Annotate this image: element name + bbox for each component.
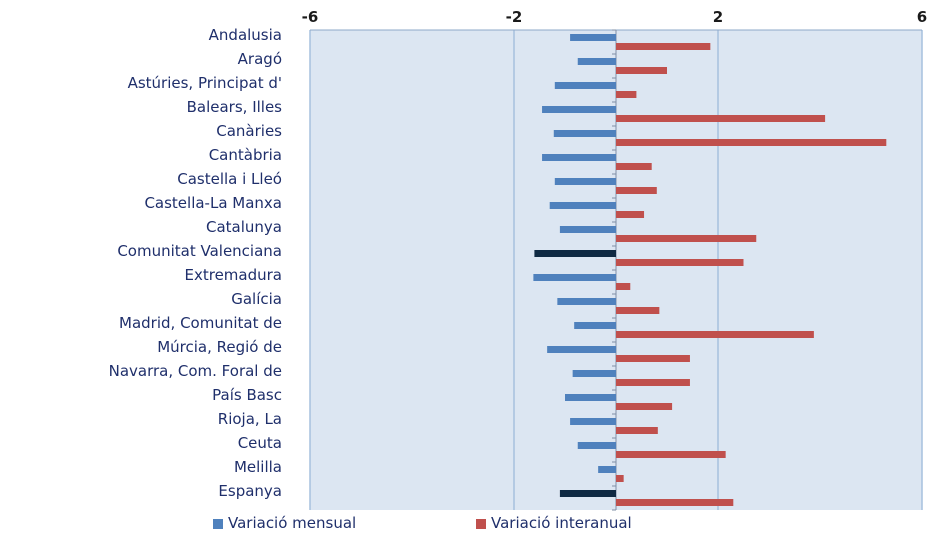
category-label: País Basc: [212, 386, 282, 404]
bar-variacio-interanual: [616, 403, 673, 410]
bar-variacio-mensual: [557, 298, 616, 305]
legend-label-interanual: Variació interanual: [491, 514, 632, 532]
category-label: Canàries: [216, 122, 282, 140]
bar-variacio-mensual: [577, 442, 616, 449]
legend: Variació mensual Variació interanual: [213, 514, 632, 532]
bar-variacio-mensual: [559, 226, 616, 233]
x-tick-label: 2: [713, 8, 723, 26]
bar-variacio-mensual: [542, 106, 616, 113]
bar-variacio-mensual: [534, 250, 616, 257]
bar-variacio-mensual: [547, 346, 616, 353]
bar-variacio-mensual: [570, 418, 616, 425]
bar-variacio-mensual: [554, 82, 616, 89]
category-label: Astúries, Principat d': [128, 74, 282, 92]
bar-variacio-mensual: [572, 370, 616, 377]
category-labels: Andalusia Aragó Astúries, Principat d' Bale…: [109, 26, 283, 500]
bar-variacio-mensual: [559, 490, 616, 497]
category-label: Navarra, Com. Foral de: [109, 362, 282, 380]
bar-variacio-mensual: [533, 274, 616, 281]
category-label: Ceuta: [238, 434, 282, 452]
x-axis-ticks: -6 -2 2 6: [302, 8, 928, 26]
x-tick-label: -6: [302, 8, 319, 26]
bar-variacio-interanual: [616, 499, 734, 506]
bar-variacio-mensual: [570, 34, 616, 41]
bar-variacio-interanual: [616, 331, 814, 338]
bar-variacio-interanual: [616, 379, 690, 386]
bar-variacio-interanual: [616, 259, 744, 266]
bar-variacio-interanual: [616, 283, 631, 290]
bar-variacio-mensual: [577, 58, 616, 65]
bar-variacio-mensual: [542, 154, 616, 161]
bar-variacio-mensual: [598, 466, 616, 473]
category-label: Galícia: [231, 290, 282, 308]
bar-variacio-interanual: [616, 307, 660, 314]
bar-variacio-mensual: [554, 178, 616, 185]
category-label: Rioja, La: [218, 410, 282, 428]
legend-swatch-interanual: [476, 519, 486, 529]
category-label: Espanya: [218, 482, 282, 500]
bar-variacio-interanual: [616, 43, 711, 50]
bar-variacio-mensual: [565, 394, 616, 401]
category-label: Comunitat Valenciana: [117, 242, 282, 260]
bar-variacio-interanual: [616, 475, 624, 482]
category-label: Melilla: [234, 458, 282, 476]
bar-variacio-interanual: [616, 139, 887, 146]
category-label: Andalusia: [209, 26, 282, 44]
category-label: Catalunya: [206, 218, 282, 236]
x-tick-label: 6: [917, 8, 927, 26]
category-label: Extremadura: [185, 266, 283, 284]
bar-variacio-interanual: [616, 211, 645, 218]
category-label: Balears, Illes: [187, 98, 283, 116]
bar-variacio-mensual: [574, 322, 616, 329]
category-label: Aragó: [238, 50, 282, 68]
bar-variacio-mensual: [553, 130, 616, 137]
legend-swatch-mensual: [213, 519, 223, 529]
category-label: Cantàbria: [209, 146, 282, 164]
bar-variacio-interanual: [616, 67, 667, 74]
bar-variacio-interanual: [616, 355, 690, 362]
bar-variacio-mensual: [549, 202, 616, 209]
category-label: Múrcia, Regió de: [157, 338, 282, 356]
bar-variacio-interanual: [616, 235, 757, 242]
bar-variacio-interanual: [616, 427, 658, 434]
bar-variacio-interanual: [616, 451, 726, 458]
bar-variacio-interanual: [616, 115, 826, 122]
plot-area: [309, 29, 923, 511]
legend-label-mensual: Variació mensual: [228, 514, 356, 532]
bar-variacio-interanual: [616, 187, 657, 194]
category-label: Castella i Lleó: [177, 170, 282, 188]
category-label: Madrid, Comunitat de: [119, 314, 282, 332]
category-label: Castella-La Manxa: [144, 194, 282, 212]
x-tick-label: -2: [506, 8, 523, 26]
bar-variacio-interanual: [616, 91, 637, 98]
bar-variacio-interanual: [616, 163, 652, 170]
